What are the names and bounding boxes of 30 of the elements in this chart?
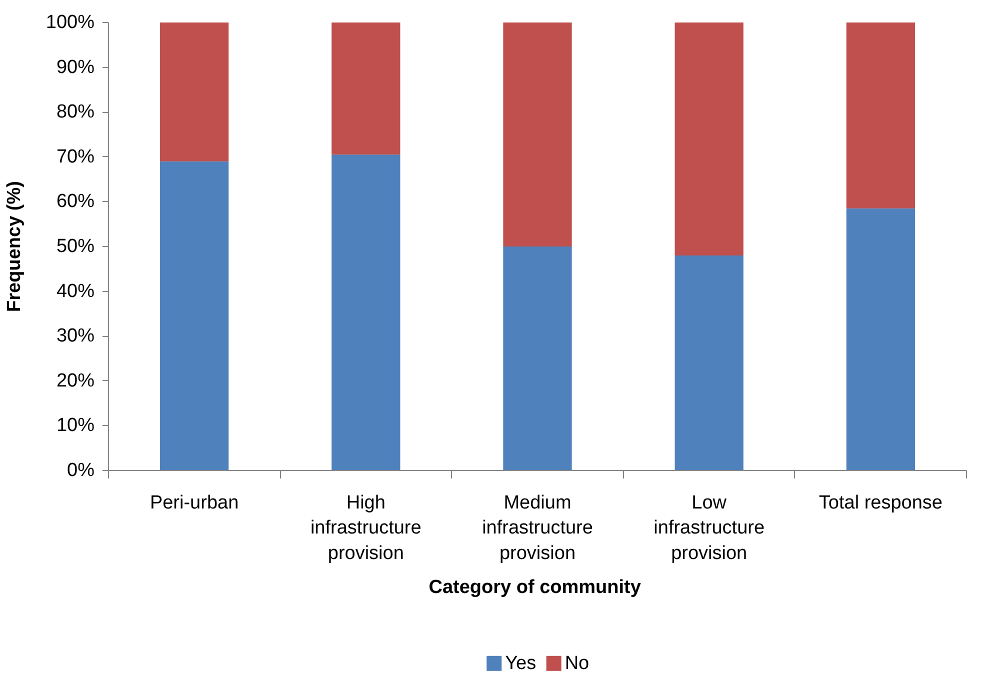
bar [160,22,229,162]
y-tick-label: 50% [56,236,95,257]
legend-label: Yes [505,652,536,674]
x-axis-title: Category of community [428,576,642,598]
x-tick-label: Peri-urban [150,492,239,514]
y-tick-label: 80% [56,102,95,123]
y-tick-label: 70% [56,146,95,168]
bar [503,246,572,470]
x-tick-label: High infrastructure provision [310,492,422,564]
y-tick-label: 60% [56,191,95,212]
bar [332,154,400,470]
y-tick-label: 100% [46,12,95,33]
bar [503,22,572,246]
y-tick-label: 40% [56,280,95,302]
bar [846,22,916,208]
y-tick-label: 10% [56,415,95,436]
y-tick-label: 30% [56,326,95,347]
y-tick-label: 20% [56,370,95,392]
legend-label: No [564,652,590,674]
y-tick-label: 0% [67,460,95,481]
y-axis-title: Frequency (%) [4,181,25,312]
x-tick-label: Low infrastructure provision [654,492,765,564]
bar [332,22,400,155]
y-tick-label: 90% [56,56,95,78]
bar [846,208,916,470]
bar [674,22,744,256]
x-tick-label: Total response [818,492,942,514]
bar [674,255,744,470]
bar [160,161,229,470]
x-tick-label: Medium infrastructure provision [482,492,593,564]
